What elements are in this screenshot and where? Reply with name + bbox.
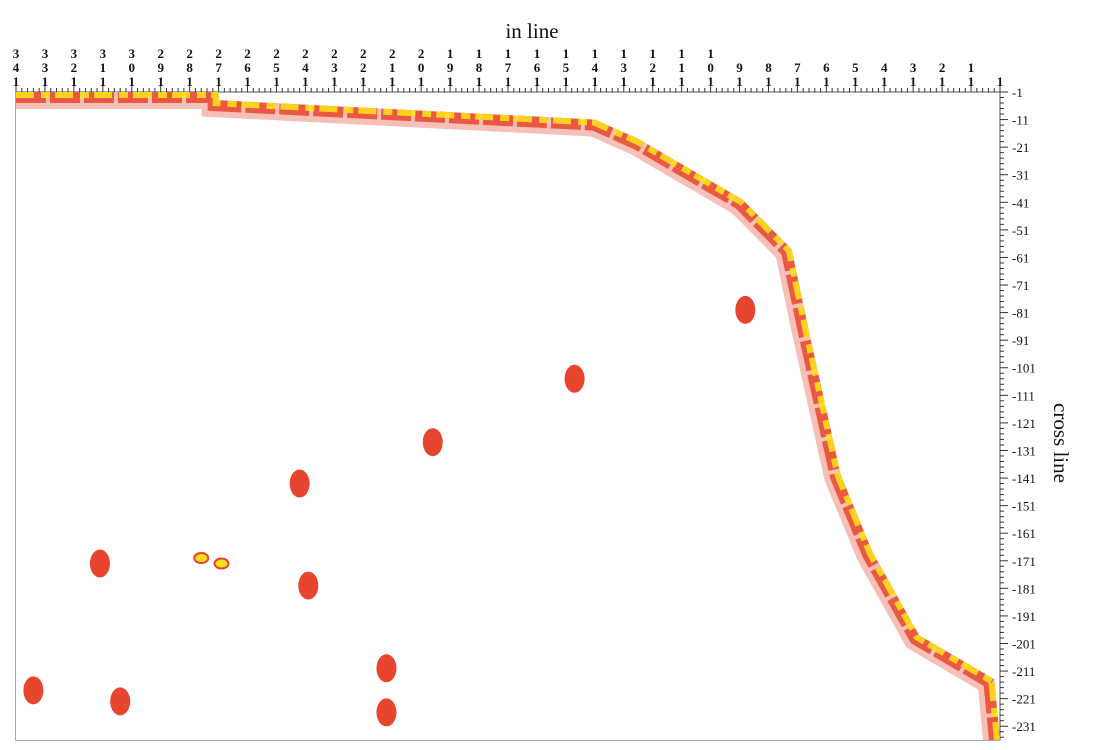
x-minor-ticks — [15, 84, 1001, 92]
y-tick-label: -151 — [1012, 499, 1036, 514]
hotspot-6 — [289, 469, 310, 498]
rim-band-2 — [16, 92, 1000, 740]
y-tick-label: -1 — [1012, 85, 1023, 100]
hotspot-11 — [23, 676, 44, 705]
hotspot-4 — [376, 654, 397, 683]
hotspot-1 — [193, 552, 210, 565]
y-tick-label: -161 — [1012, 526, 1036, 541]
y-tick-label: -141 — [1012, 471, 1036, 486]
y-tick-label: -51 — [1012, 223, 1029, 238]
y-tick-label: -211 — [1012, 664, 1035, 679]
hotspot-2 — [213, 557, 230, 570]
x-tick-label: 1 — [997, 74, 1004, 89]
x-tick-labels: 3 4 13 3 13 2 13 1 13 0 12 9 12 8 12 7 12 6 12 5 12 4 12 3 12 2 12… — [13, 46, 1004, 89]
y-tick-labels: -1 -11 -21 -31 -41 -51 -61 -71 -81 -91 -101 -111 -12… — [1012, 85, 1036, 734]
y-tick-label: -111 — [1012, 388, 1035, 403]
y-tick-label: -41 — [1012, 195, 1029, 210]
hotspot-10 — [298, 571, 319, 600]
y-tick-label: -181 — [1012, 581, 1036, 596]
hotspot-9 — [735, 295, 756, 324]
hotspot-8 — [110, 687, 131, 716]
y-tick-label: -61 — [1012, 250, 1029, 265]
y-tick-label: -81 — [1012, 306, 1029, 321]
y-tick-label: -201 — [1012, 636, 1036, 651]
y-tick-label: -131 — [1012, 443, 1036, 458]
y-tick-label: -191 — [1012, 609, 1036, 624]
y-tick-label: -231 — [1012, 719, 1036, 734]
y-tick-label: -21 — [1012, 140, 1029, 155]
hotspot-7 — [564, 364, 585, 393]
y-tick-label: -121 — [1012, 416, 1036, 431]
y-minor-ticks — [1000, 91, 1008, 738]
y-tick-label: -71 — [1012, 278, 1029, 293]
y-tick-label: -101 — [1012, 361, 1036, 376]
y-tick-label: -31 — [1012, 168, 1029, 183]
hotspot-0 — [89, 549, 110, 578]
y-tick-label: -171 — [1012, 554, 1036, 569]
y-tick-label: -11 — [1012, 113, 1029, 128]
hotspot-5 — [422, 428, 443, 457]
boundary-rim — [16, 92, 1000, 740]
y-axis-title: cross line — [1049, 403, 1073, 483]
y-tick-label: -91 — [1012, 333, 1029, 348]
y-tick-label: -221 — [1012, 692, 1036, 707]
hotspot-layer — [23, 295, 756, 727]
x-axis-title: in line — [505, 19, 558, 43]
hotspot-3 — [376, 698, 397, 727]
